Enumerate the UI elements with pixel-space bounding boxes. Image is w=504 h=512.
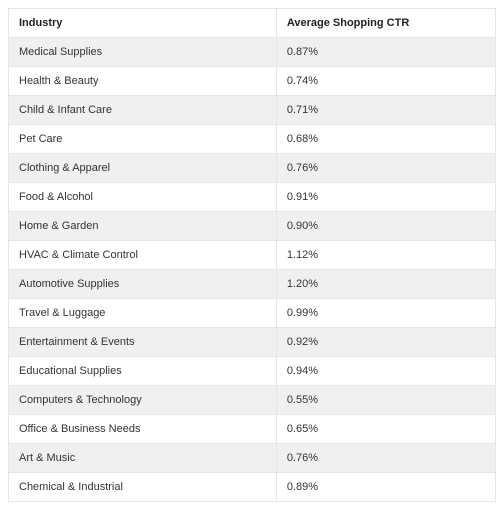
table-row: Computers & Technology 0.55% [9, 386, 496, 415]
cell-ctr: 0.92% [276, 328, 495, 357]
table-row: Educational Supplies 0.94% [9, 357, 496, 386]
cell-industry: Computers & Technology [9, 386, 277, 415]
cell-industry: Food & Alcohol [9, 183, 277, 212]
cell-industry: Chemical & Industrial [9, 473, 277, 502]
table-row: HVAC & Climate Control 1.12% [9, 241, 496, 270]
cell-ctr: 0.89% [276, 473, 495, 502]
cell-ctr: 0.94% [276, 357, 495, 386]
cell-industry: Travel & Luggage [9, 299, 277, 328]
cell-ctr: 1.12% [276, 241, 495, 270]
cell-industry: Medical Supplies [9, 38, 277, 67]
cell-industry: Child & Infant Care [9, 96, 277, 125]
table-header-row: Industry Average Shopping CTR [9, 9, 496, 38]
cell-industry: Art & Music [9, 444, 277, 473]
cell-industry: Office & Business Needs [9, 415, 277, 444]
table-row: Travel & Luggage 0.99% [9, 299, 496, 328]
cell-industry: Automotive Supplies [9, 270, 277, 299]
cell-ctr: 0.76% [276, 444, 495, 473]
cell-ctr: 0.91% [276, 183, 495, 212]
cell-ctr: 0.90% [276, 212, 495, 241]
cell-industry: Home & Garden [9, 212, 277, 241]
table-row: Health & Beauty 0.74% [9, 67, 496, 96]
cell-industry: Pet Care [9, 125, 277, 154]
table-row: Food & Alcohol 0.91% [9, 183, 496, 212]
cell-industry: Educational Supplies [9, 357, 277, 386]
cell-ctr: 0.87% [276, 38, 495, 67]
industry-ctr-table: Industry Average Shopping CTR Medical Su… [8, 8, 496, 502]
column-header-ctr: Average Shopping CTR [276, 9, 495, 38]
table-row: Automotive Supplies 1.20% [9, 270, 496, 299]
cell-industry: Clothing & Apparel [9, 154, 277, 183]
cell-ctr: 0.68% [276, 125, 495, 154]
cell-ctr: 0.74% [276, 67, 495, 96]
cell-ctr: 0.99% [276, 299, 495, 328]
table-row: Office & Business Needs 0.65% [9, 415, 496, 444]
cell-ctr: 0.55% [276, 386, 495, 415]
cell-ctr: 0.71% [276, 96, 495, 125]
cell-ctr: 1.20% [276, 270, 495, 299]
table-row: Clothing & Apparel 0.76% [9, 154, 496, 183]
cell-industry: Health & Beauty [9, 67, 277, 96]
table-row: Medical Supplies 0.87% [9, 38, 496, 67]
table-row: Home & Garden 0.90% [9, 212, 496, 241]
cell-industry: Entertainment & Events [9, 328, 277, 357]
cell-ctr: 0.65% [276, 415, 495, 444]
table-row: Child & Infant Care 0.71% [9, 96, 496, 125]
cell-ctr: 0.76% [276, 154, 495, 183]
cell-industry: HVAC & Climate Control [9, 241, 277, 270]
table-row: Pet Care 0.68% [9, 125, 496, 154]
table-row: Entertainment & Events 0.92% [9, 328, 496, 357]
table-row: Art & Music 0.76% [9, 444, 496, 473]
table-row: Chemical & Industrial 0.89% [9, 473, 496, 502]
column-header-industry: Industry [9, 9, 277, 38]
